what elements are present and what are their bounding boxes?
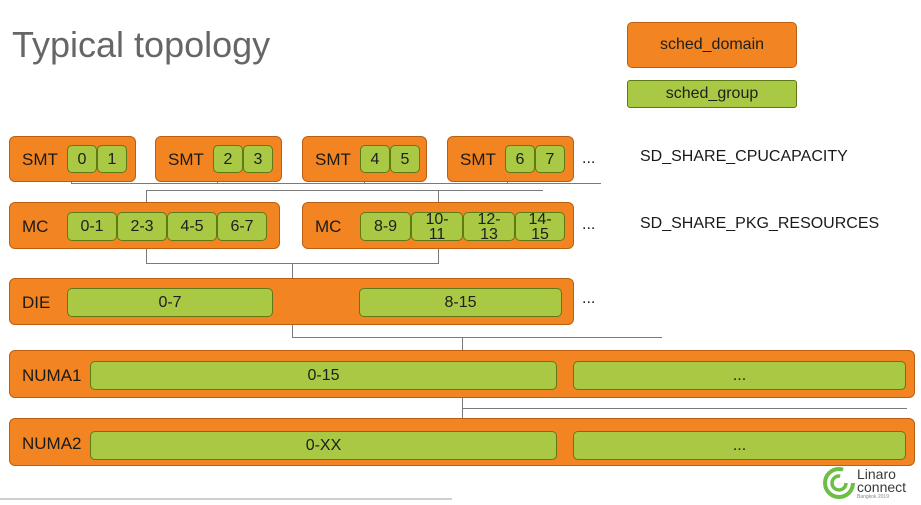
domain-label: SMT (460, 150, 496, 169)
linaro-logo-icon (822, 466, 856, 500)
logo-line-1: Linaro (857, 466, 896, 482)
cpu-group: 6 (505, 145, 535, 173)
connector-line (438, 249, 439, 264)
domain-label: NUMA1 (22, 366, 82, 385)
mc-flag: SD_SHARE_PKG_RESOURCES (640, 215, 880, 232)
smt-domain-box: SMT 2 3 (155, 136, 282, 182)
connector-line (462, 408, 907, 409)
cpu-group: ... (573, 361, 906, 390)
connector-line (146, 190, 543, 191)
connector-line (146, 190, 147, 202)
cpu-group: 0 (67, 145, 97, 173)
connector-line (71, 181, 72, 184)
domain-label: SMT (168, 150, 204, 169)
connector-line (507, 181, 508, 184)
smt-domain-box: SMT 0 1 (9, 136, 136, 182)
domain-label: SMT (315, 150, 351, 169)
connector-line (146, 249, 147, 264)
cpu-group: 3 (243, 145, 273, 173)
cpu-group: 12- 13 (463, 211, 515, 242)
domain-label: SMT (22, 150, 58, 169)
domain-label: MC (22, 217, 49, 236)
numa2-domain-box: NUMA2 0-XX ... (9, 418, 915, 466)
cpu-group: 0-15 (90, 361, 557, 390)
connector-line (462, 337, 463, 350)
cpu-group: 0-1 (67, 212, 117, 241)
connector-line (364, 181, 365, 184)
connector-line (292, 325, 293, 338)
cpu-group: 7 (535, 145, 565, 173)
cpu-group: 10- 11 (411, 211, 463, 242)
cpu-group: 2-3 (117, 212, 167, 241)
smt-ellipsis: ... (582, 150, 596, 167)
smt-domain-box: SMT 6 7 (447, 136, 574, 182)
numa1-domain-box: NUMA1 0-15 ... (9, 350, 915, 398)
smt-flag: SD_SHARE_CPUCAPACITY (640, 148, 848, 165)
legend-sched-group: sched_group (627, 80, 797, 108)
connector-line (438, 190, 439, 202)
connector-line (217, 181, 218, 184)
connector-line (292, 263, 293, 278)
cpu-group: 5 (390, 145, 420, 173)
domain-label: DIE (22, 293, 51, 312)
cpu-group: 6-7 (217, 212, 267, 241)
footer-rule (0, 498, 452, 500)
cpu-group: 0-7 (67, 288, 273, 317)
cpu-group: 2 (213, 145, 243, 173)
cpu-group: 8-9 (360, 212, 411, 241)
smt-domain-box: SMT 4 5 (302, 136, 427, 182)
connector-line (71, 183, 601, 184)
cpu-group: 1 (97, 145, 127, 173)
page-title: Typical topology (12, 24, 271, 65)
mc-ellipsis: ... (582, 216, 596, 233)
cpu-group: 4 (360, 145, 390, 173)
legend-sched-domain: sched_domain (627, 22, 797, 68)
die-domain-box: DIE 0-7 8-15 (9, 278, 574, 325)
logo-wordmark: Linaro connect Bangkok 2019 (857, 466, 907, 500)
cpu-group: 8-15 (359, 288, 562, 317)
cpu-group: ... (573, 431, 906, 460)
legend-domain-label: sched_domain (659, 36, 765, 53)
logo-line-3: Bangkok 2019 (857, 494, 889, 500)
domain-label: NUMA2 (22, 434, 82, 453)
cpu-group: 0-XX (90, 431, 557, 460)
domain-label: MC (315, 217, 342, 236)
mc-domain-box: MC 8-9 10- 11 12- 13 14- 15 (302, 202, 574, 249)
logo-line-2: connect (857, 479, 907, 495)
cpu-group: 14- 15 (515, 211, 565, 242)
legend-group-label: sched_group (665, 85, 759, 102)
cpu-group: 4-5 (167, 212, 217, 241)
mc-domain-box: MC 0-1 2-3 4-5 6-7 (9, 202, 280, 249)
die-ellipsis: ... (582, 290, 596, 307)
connector-line (292, 337, 662, 338)
